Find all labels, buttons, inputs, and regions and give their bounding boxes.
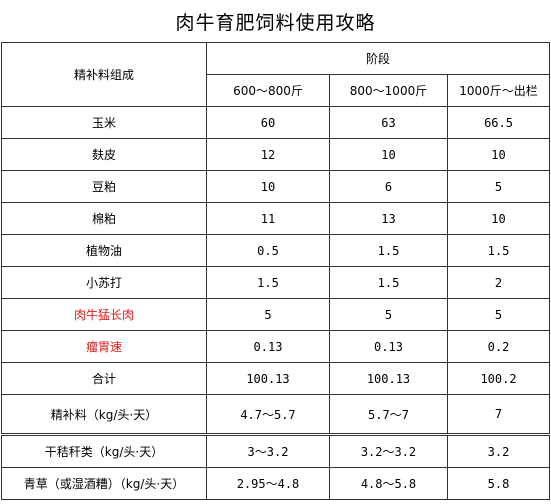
row-label: 玉米 bbox=[1, 106, 207, 139]
cell-value: 1.5 bbox=[446, 234, 551, 267]
table-row: 豆粕 10 6 5 bbox=[1, 170, 551, 203]
row-label: 麸皮 bbox=[1, 138, 207, 171]
row-label: 豆粕 bbox=[1, 170, 207, 203]
cell-value: 10 bbox=[329, 138, 448, 171]
cell-value: 10 bbox=[446, 202, 551, 235]
cell-value: 6 bbox=[329, 170, 448, 203]
table-row: 青草（或湿酒糟）（kg/头·天） 2.95～4.8 4.8～5.8 5.8 bbox=[1, 467, 551, 500]
cell-value: 12 bbox=[206, 138, 330, 171]
cell-value: 10 bbox=[206, 170, 330, 203]
row-label: 青草（或湿酒糟）（kg/头·天） bbox=[1, 467, 207, 500]
cell-value: 13 bbox=[329, 202, 448, 235]
table-row: 植物油 0.5 1.5 1.5 bbox=[1, 234, 551, 267]
cell-value: 1.5 bbox=[329, 266, 448, 299]
cell-value: 3.2 bbox=[446, 433, 551, 468]
cell-value: 100.2 bbox=[446, 362, 551, 395]
row-label: 精补料（kg/头·天） bbox=[1, 394, 207, 435]
cell-value: 3～3.2 bbox=[206, 433, 330, 468]
cell-value: 11 bbox=[206, 202, 330, 235]
cell-value: 5 bbox=[329, 298, 448, 331]
table-row: 合计 100.13 100.13 100.2 bbox=[1, 362, 551, 395]
feed-table: 精补料组成 阶段 600～800斤 800～1000斤 1000斤～出栏 玉米 … bbox=[1, 42, 551, 500]
cell-value: 0.13 bbox=[206, 330, 330, 363]
cell-value: 5 bbox=[446, 170, 551, 203]
cell-value: 2.95～4.8 bbox=[206, 467, 330, 500]
cell-value: 3.2～3.2 bbox=[329, 433, 448, 468]
cell-value: 0.5 bbox=[206, 234, 330, 267]
row-label: 棉粕 bbox=[1, 202, 207, 235]
table-row: 小苏打 1.5 1.5 2 bbox=[1, 266, 551, 299]
stage-1-header: 600～800斤 bbox=[206, 74, 330, 107]
cell-value: 0.13 bbox=[329, 330, 448, 363]
row-label: 干秸秆类（kg/头·天） bbox=[1, 433, 207, 468]
cell-value: 1.5 bbox=[329, 234, 448, 267]
row-label: 合计 bbox=[1, 362, 207, 395]
cell-value: 0.2 bbox=[446, 330, 551, 363]
table-row: 棉粕 11 13 10 bbox=[1, 202, 551, 235]
cell-value: 66.5 bbox=[446, 106, 551, 139]
row-label: 小苏打 bbox=[1, 266, 207, 299]
stage-3-header: 1000斤～出栏 bbox=[446, 74, 551, 107]
cell-value: 5.7～7 bbox=[329, 394, 448, 435]
table-row: 瘤胃速 0.13 0.13 0.2 bbox=[1, 330, 551, 363]
cell-value: 1.5 bbox=[206, 266, 330, 299]
component-header: 精补料组成 bbox=[1, 42, 207, 107]
table-row: 肉牛猛长肉 5 5 5 bbox=[1, 298, 551, 331]
table-row: 精补料（kg/头·天） 4.7～5.7 5.7～7 7 bbox=[1, 394, 551, 435]
cell-value: 10 bbox=[446, 138, 551, 171]
cell-value: 5 bbox=[206, 298, 330, 331]
row-label-highlight: 肉牛猛长肉 bbox=[1, 298, 207, 331]
header-row-stages: 600～800斤 800～1000斤 1000斤～出栏 bbox=[2, 74, 551, 107]
cell-value: 4.7～5.7 bbox=[206, 394, 330, 435]
row-label: 植物油 bbox=[1, 234, 207, 267]
cell-value: 100.13 bbox=[329, 362, 448, 395]
cell-value: 4.8～5.8 bbox=[329, 467, 448, 500]
table-row: 干秸秆类（kg/头·天） 3～3.2 3.2～3.2 3.2 bbox=[1, 433, 551, 468]
cell-value: 5 bbox=[446, 298, 551, 331]
row-label-highlight: 瘤胃速 bbox=[1, 330, 207, 363]
table-row: 麸皮 12 10 10 bbox=[1, 138, 551, 171]
cell-value: 100.13 bbox=[206, 362, 330, 395]
cell-value: 2 bbox=[446, 266, 551, 299]
stage-header: 阶段 bbox=[205, 42, 551, 75]
cell-value: 60 bbox=[206, 106, 330, 139]
cell-value: 5.8 bbox=[446, 467, 551, 500]
cell-value: 7 bbox=[446, 394, 551, 435]
page-title: 肉牛育肥饲料使用攻略 bbox=[175, 11, 376, 34]
table-row: 玉米 60 63 66.5 bbox=[1, 106, 551, 139]
stage-2-header: 800～1000斤 bbox=[329, 74, 448, 107]
cell-value: 63 bbox=[329, 106, 448, 139]
header-row-stage: 精补料组成 阶段 bbox=[1, 42, 551, 107]
